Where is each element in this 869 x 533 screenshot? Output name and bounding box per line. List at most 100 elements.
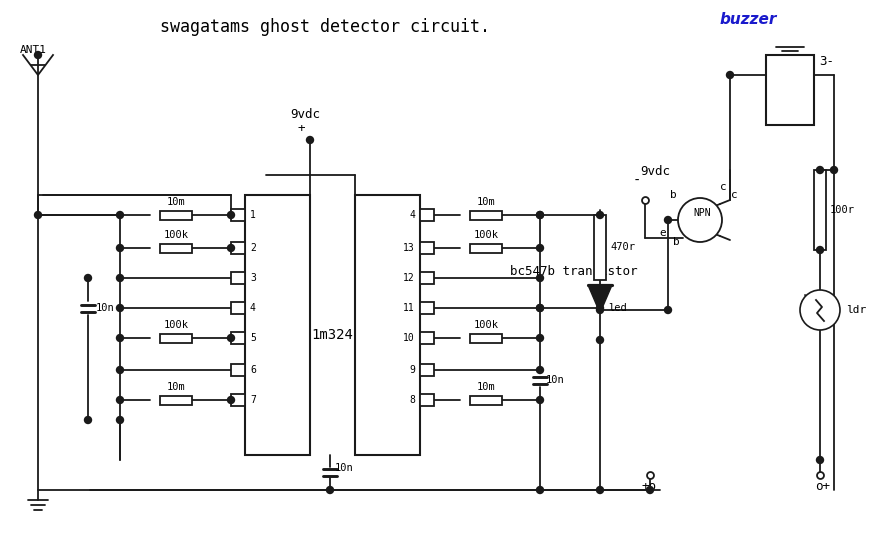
Circle shape	[664, 306, 671, 313]
Text: 10m: 10m	[167, 197, 185, 207]
Text: 9vdc: 9vdc	[640, 165, 669, 178]
Bar	[469, 395, 501, 405]
Circle shape	[116, 304, 123, 311]
Circle shape	[116, 245, 123, 252]
Text: 10n: 10n	[335, 463, 354, 473]
Bar	[231, 242, 245, 254]
Bar	[231, 272, 245, 284]
Text: 12: 12	[403, 273, 415, 283]
Text: 9vdc: 9vdc	[289, 108, 320, 121]
Circle shape	[646, 487, 653, 494]
Circle shape	[536, 335, 543, 342]
Text: 2: 2	[249, 243, 255, 253]
Text: 3: 3	[249, 273, 255, 283]
Text: +: +	[298, 122, 305, 135]
Bar	[469, 244, 501, 253]
Circle shape	[306, 136, 313, 143]
Circle shape	[116, 416, 123, 424]
Text: o+: o+	[814, 480, 829, 493]
Bar	[160, 395, 192, 405]
Text: 3-: 3-	[818, 55, 833, 68]
Text: 13: 13	[403, 243, 415, 253]
Circle shape	[536, 245, 543, 252]
Bar	[420, 394, 434, 406]
Circle shape	[830, 166, 837, 174]
Text: 10m: 10m	[476, 197, 494, 207]
Circle shape	[116, 367, 123, 374]
Circle shape	[536, 487, 543, 494]
Circle shape	[536, 367, 543, 374]
Text: b: b	[669, 190, 675, 200]
Text: e: e	[659, 228, 666, 238]
Circle shape	[799, 290, 839, 330]
Text: 8: 8	[408, 395, 415, 405]
Circle shape	[116, 274, 123, 281]
Bar	[231, 209, 245, 221]
Bar	[231, 364, 245, 376]
Circle shape	[664, 216, 671, 223]
Circle shape	[227, 245, 235, 252]
Bar	[160, 244, 192, 253]
Circle shape	[536, 397, 543, 403]
Text: 1m324: 1m324	[311, 328, 353, 342]
Text: +o: +o	[641, 480, 656, 493]
Text: 470r: 470r	[609, 243, 634, 253]
Bar	[420, 209, 434, 221]
Circle shape	[326, 487, 333, 494]
Text: 10n: 10n	[96, 303, 115, 313]
Text: c: c	[730, 190, 737, 200]
Circle shape	[116, 397, 123, 403]
Circle shape	[116, 212, 123, 219]
Bar	[469, 334, 501, 343]
Circle shape	[227, 212, 235, 219]
Text: 10m: 10m	[476, 382, 494, 392]
Text: 6: 6	[249, 365, 255, 375]
Circle shape	[116, 335, 123, 342]
Text: 100k: 100k	[473, 230, 498, 240]
Bar	[420, 272, 434, 284]
Polygon shape	[587, 285, 611, 313]
Bar	[420, 242, 434, 254]
Text: 9: 9	[408, 365, 415, 375]
Text: 100r: 100r	[829, 205, 854, 215]
Bar	[420, 332, 434, 344]
Circle shape	[536, 212, 543, 219]
Text: NPN: NPN	[693, 208, 710, 218]
Circle shape	[596, 212, 603, 219]
Circle shape	[536, 212, 543, 219]
Bar	[355, 195, 420, 455]
Bar	[420, 302, 434, 314]
Bar	[231, 302, 245, 314]
Circle shape	[84, 416, 91, 424]
Bar	[813, 170, 825, 250]
Text: swagatams ghost detector circuit.: swagatams ghost detector circuit.	[160, 18, 489, 36]
Text: b: b	[673, 237, 679, 247]
Text: 100k: 100k	[163, 320, 189, 330]
Bar	[245, 195, 309, 455]
Bar	[594, 215, 606, 280]
Circle shape	[227, 335, 235, 342]
Bar	[160, 334, 192, 343]
Text: -: -	[633, 174, 640, 188]
Circle shape	[816, 456, 823, 464]
Circle shape	[227, 397, 235, 403]
Text: buzzer: buzzer	[720, 12, 777, 27]
Bar	[231, 394, 245, 406]
Circle shape	[596, 306, 603, 313]
Circle shape	[596, 487, 603, 494]
Bar	[420, 364, 434, 376]
Text: 4: 4	[408, 210, 415, 220]
Circle shape	[816, 246, 823, 254]
Text: 100k: 100k	[473, 320, 498, 330]
Text: 5: 5	[249, 333, 255, 343]
Circle shape	[596, 304, 603, 311]
Circle shape	[35, 52, 42, 59]
Circle shape	[84, 274, 91, 281]
Circle shape	[596, 336, 603, 343]
Bar	[160, 211, 192, 220]
Bar	[469, 211, 501, 220]
Text: 100k: 100k	[163, 230, 189, 240]
Text: bc547b transistor: bc547b transistor	[509, 265, 637, 278]
Text: 1: 1	[249, 210, 255, 220]
Text: ANT1: ANT1	[20, 45, 47, 55]
